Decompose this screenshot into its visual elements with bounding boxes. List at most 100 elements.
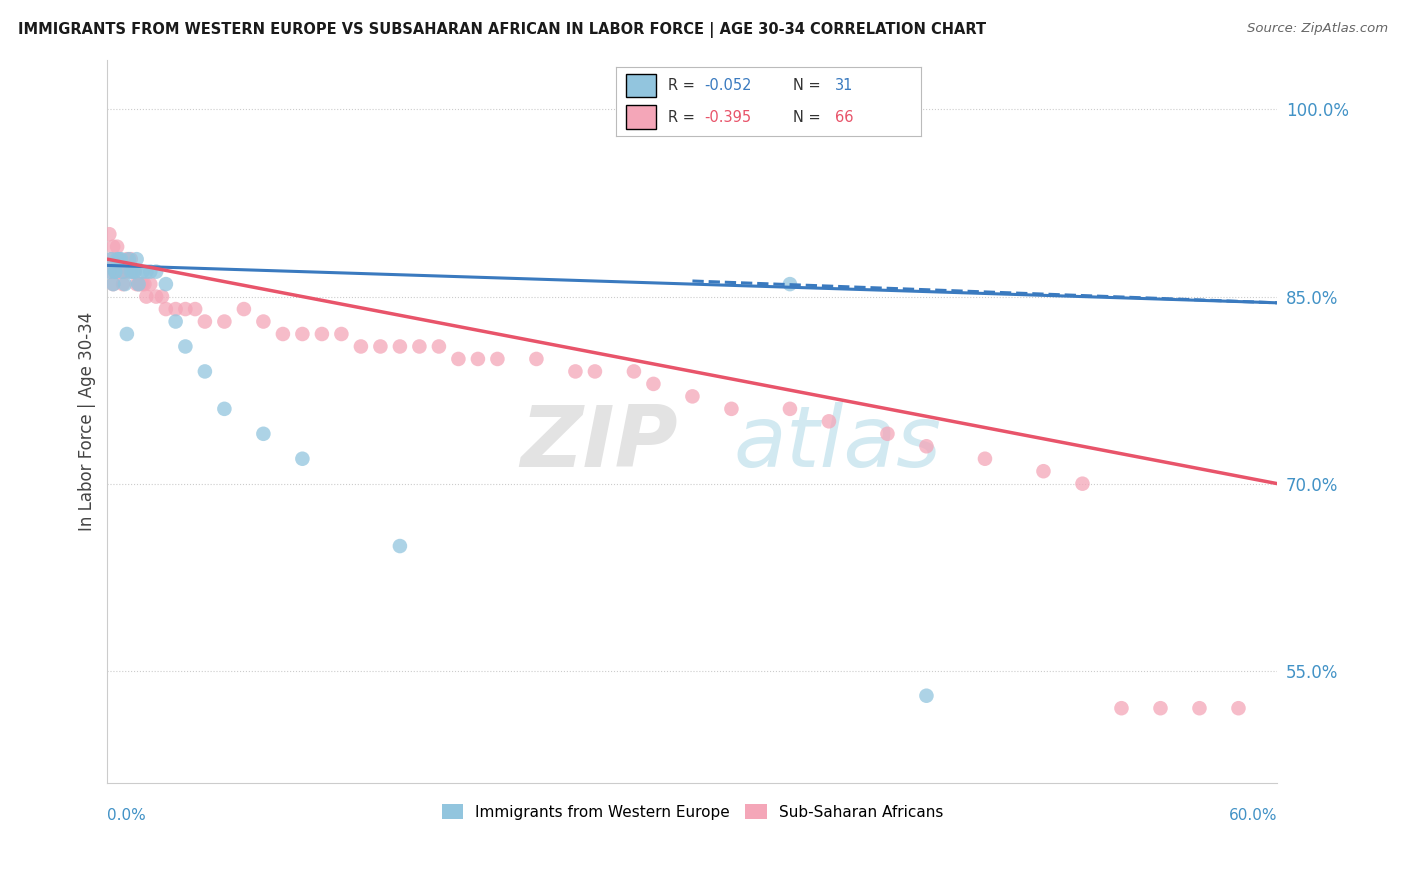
Text: ZIP: ZIP: [520, 401, 678, 484]
Point: [135, 289, 157, 303]
Point: [121, 265, 143, 279]
Point: [311, 326, 333, 341]
Point: [779, 401, 801, 416]
Point: [583, 364, 606, 378]
Point: [486, 351, 509, 366]
Point: [110, 265, 132, 279]
Point: [120, 252, 142, 267]
Point: [165, 314, 187, 328]
Point: [330, 326, 353, 341]
Point: [720, 401, 742, 416]
Point: [124, 265, 146, 279]
Point: [135, 265, 157, 279]
Point: [120, 265, 142, 279]
Point: [1111, 701, 1133, 715]
Point: [643, 376, 665, 391]
Y-axis label: In Labor Force | Age 30-34: In Labor Force | Age 30-34: [79, 311, 96, 531]
Point: [467, 351, 489, 366]
Point: [103, 277, 125, 292]
Point: [125, 277, 148, 292]
Point: [131, 265, 153, 279]
Point: [291, 451, 314, 466]
Point: [121, 265, 143, 279]
Point: [139, 277, 162, 292]
Text: Source: ZipAtlas.com: Source: ZipAtlas.com: [1247, 22, 1388, 36]
Point: [174, 339, 197, 353]
Point: [427, 339, 450, 353]
Point: [125, 252, 148, 267]
Point: [165, 301, 187, 316]
Point: [1188, 701, 1211, 715]
Point: [876, 426, 898, 441]
Text: 0.0%: 0.0%: [107, 808, 146, 823]
Point: [526, 351, 548, 366]
Point: [1149, 701, 1171, 715]
Point: [129, 277, 152, 292]
Point: [915, 689, 938, 703]
Point: [232, 301, 254, 316]
Point: [681, 389, 703, 403]
Point: [623, 364, 645, 378]
Point: [214, 401, 236, 416]
Point: [105, 265, 128, 279]
Point: [131, 277, 153, 292]
Point: [564, 364, 586, 378]
Point: [104, 265, 127, 279]
Point: [155, 301, 177, 316]
Point: [111, 265, 134, 279]
Point: [98, 227, 121, 242]
Point: [388, 339, 411, 353]
Point: [915, 439, 938, 453]
Point: [110, 265, 132, 279]
Point: [105, 252, 128, 267]
Point: [104, 265, 127, 279]
Point: [115, 326, 138, 341]
Point: [271, 326, 294, 341]
Point: [388, 539, 411, 553]
Point: [252, 314, 274, 328]
Point: [105, 240, 128, 254]
Point: [214, 314, 236, 328]
Point: [139, 265, 162, 279]
Point: [115, 252, 138, 267]
Point: [111, 277, 134, 292]
Point: [350, 339, 373, 353]
Point: [194, 364, 217, 378]
Point: [108, 252, 131, 267]
Point: [155, 277, 177, 292]
Point: [150, 289, 173, 303]
Point: [408, 339, 430, 353]
Point: [128, 277, 150, 292]
Point: [447, 351, 470, 366]
Point: [100, 252, 122, 267]
Point: [108, 252, 131, 267]
Point: [111, 265, 134, 279]
Point: [128, 277, 150, 292]
Text: 60.0%: 60.0%: [1229, 808, 1278, 823]
Point: [974, 451, 997, 466]
Point: [1032, 464, 1054, 478]
Point: [779, 277, 801, 292]
Point: [118, 265, 141, 279]
Point: [104, 265, 127, 279]
Point: [103, 240, 125, 254]
Point: [194, 314, 217, 328]
Point: [291, 326, 314, 341]
Point: [114, 277, 136, 292]
Point: [100, 265, 122, 279]
Point: [370, 339, 392, 353]
Point: [103, 277, 125, 292]
Point: [118, 252, 141, 267]
Point: [134, 277, 156, 292]
Point: [114, 265, 136, 279]
Point: [174, 301, 197, 316]
Text: IMMIGRANTS FROM WESTERN EUROPE VS SUBSAHARAN AFRICAN IN LABOR FORCE | AGE 30-34 : IMMIGRANTS FROM WESTERN EUROPE VS SUBSAH…: [18, 22, 987, 38]
Point: [145, 289, 167, 303]
Point: [124, 265, 146, 279]
Point: [110, 252, 132, 267]
Point: [145, 265, 167, 279]
Point: [252, 426, 274, 441]
Point: [100, 252, 122, 267]
Text: atlas: atlas: [734, 401, 942, 484]
Point: [1227, 701, 1250, 715]
